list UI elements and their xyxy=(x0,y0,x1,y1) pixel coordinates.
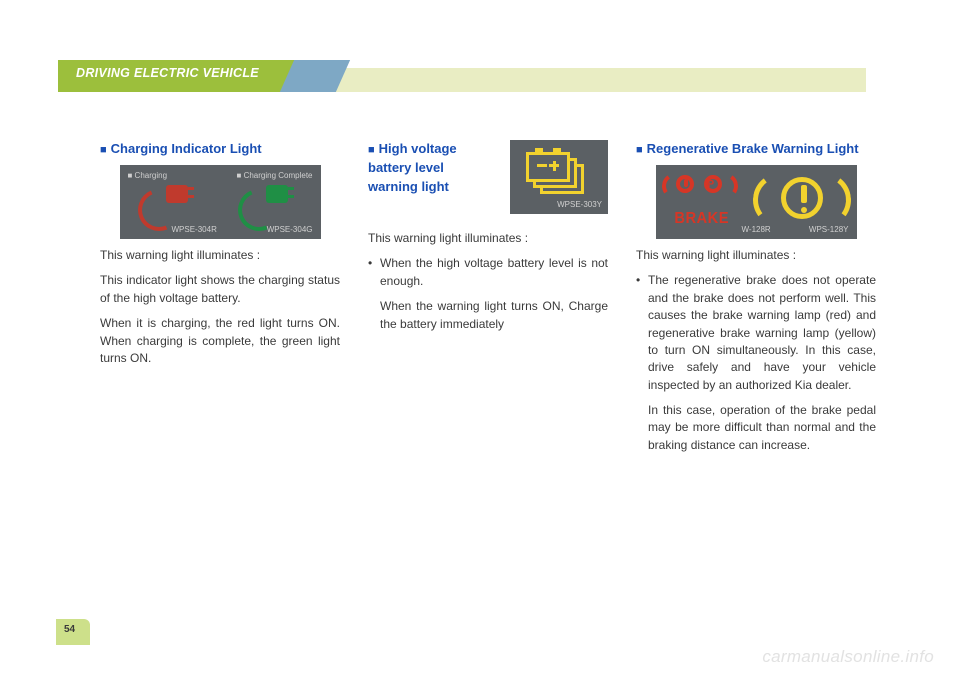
figure-code: W-128R xyxy=(742,224,771,236)
section-title: DRIVING ELECTRIC VEHICLE xyxy=(76,66,259,80)
battery-icon xyxy=(526,152,570,182)
bullet-dot-icon: • xyxy=(636,272,648,394)
figure-brake-warning: P BRAKE W-128R WPS-128Y xyxy=(656,165,857,239)
figure-code: WPS-128Y xyxy=(809,224,849,236)
brake-word: BRAKE xyxy=(674,207,729,230)
square-bullet-icon: ■ xyxy=(368,144,375,156)
column-charging-indicator: ■Charging Indicator Light ■ Charging ■ C… xyxy=(100,140,340,367)
figure-label-complete: ■ Charging Complete xyxy=(237,170,313,182)
figure-code: WPSE-304R xyxy=(172,224,217,236)
column-regen-brake: ■Regenerative Brake Warning Light P BRAK… xyxy=(636,140,876,454)
brake-red-icon: P BRAKE xyxy=(666,173,746,227)
bullet-item: • When the high voltage battery level is… xyxy=(368,255,608,290)
body-text: When it is charging, the red light turns… xyxy=(100,315,340,367)
column-battery-warning: ■High voltage battery level warning ligh… xyxy=(368,140,608,333)
body-text: This warning light illuminates : xyxy=(636,247,876,264)
body-text: In this case, operation of the brake ped… xyxy=(648,402,876,454)
body-text: This warning light illuminates : xyxy=(368,230,608,247)
bullet-dot-icon: • xyxy=(368,255,380,290)
square-bullet-icon: ■ xyxy=(100,144,107,156)
body-text: This warning light illuminates : xyxy=(100,247,340,264)
plug-red-icon xyxy=(166,185,188,203)
figure-code: WPSE-304G xyxy=(267,224,313,236)
bullet-item: • The regenerative brake does not operat… xyxy=(636,272,876,394)
plug-green-icon xyxy=(266,185,288,203)
body-text: When the warning light turns ON, Charge … xyxy=(380,298,608,333)
body-text: This indicator light shows the charg­ing… xyxy=(100,272,340,307)
heading-regen-brake: ■Regenerative Brake Warning Light xyxy=(636,140,876,159)
figure-battery-icon: WPSE-303Y xyxy=(510,140,608,214)
heading-battery-warning: ■High voltage battery level warning ligh… xyxy=(368,140,494,197)
heading-charging-indicator: ■Charging Indicator Light xyxy=(100,140,340,159)
page-number: 54 xyxy=(64,624,75,635)
manual-page: DRIVING ELECTRIC VEHICLE ■Charging Indic… xyxy=(0,0,960,689)
watermark: carmanualsonline.info xyxy=(762,647,934,667)
figure-label-charging: ■ Charging xyxy=(128,170,168,182)
figure-charging-plugs: ■ Charging ■ Charging Complete WPSE-304R… xyxy=(120,165,321,239)
brake-yellow-icon xyxy=(761,171,847,229)
figure-code: WPSE-303Y xyxy=(557,199,602,211)
square-bullet-icon: ■ xyxy=(636,144,643,156)
